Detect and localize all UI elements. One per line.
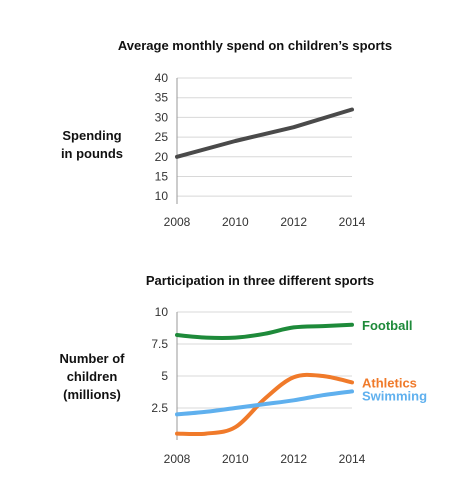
legend-swimming: Swimming xyxy=(362,388,427,403)
participation-chart: Participation in three different sports … xyxy=(60,273,428,466)
x-tick-label: 2008 xyxy=(164,215,191,229)
x-tick-label: 2008 xyxy=(164,452,191,466)
spending-y-ticks: 10 15 20 25 30 35 40 xyxy=(155,71,169,203)
spending-x-ticks: 2008 2010 2012 2014 xyxy=(164,215,366,229)
spending-chart-title: Average monthly spend on children’s spor… xyxy=(118,38,392,53)
y-tick-label: 5 xyxy=(161,369,168,383)
swimming-line xyxy=(175,389,354,417)
legend-football: Football xyxy=(362,318,413,333)
participation-x-ticks: 2008 2010 2012 2014 xyxy=(164,452,366,466)
y-tick-label: 7.5 xyxy=(151,337,168,351)
y-tick-label: 10 xyxy=(155,189,169,203)
spending-series xyxy=(175,107,354,159)
x-tick-label: 2012 xyxy=(280,215,307,229)
x-tick-label: 2014 xyxy=(339,215,366,229)
y-tick-label: 2.5 xyxy=(151,401,168,415)
x-tick-label: 2010 xyxy=(222,215,249,229)
x-tick-label: 2010 xyxy=(222,452,249,466)
athletics-line xyxy=(175,372,354,437)
football-line xyxy=(175,322,354,340)
spending-gridlines xyxy=(177,77,352,197)
spending-chart: Average monthly spend on children’s spor… xyxy=(61,38,392,229)
spending-y-label-line-1: Spending xyxy=(62,128,121,143)
participation-y-ticks: 2.5 5 7.5 10 xyxy=(151,305,168,415)
y-tick-label: 25 xyxy=(155,130,169,144)
y-tick-label: 20 xyxy=(155,150,169,164)
x-tick-label: 2014 xyxy=(339,452,366,466)
y-tick-label: 40 xyxy=(155,71,169,85)
participation-y-label-line-2: children xyxy=(67,369,118,384)
participation-series xyxy=(175,322,354,437)
y-tick-label: 15 xyxy=(155,169,169,183)
y-tick-label: 10 xyxy=(155,305,169,319)
legend-athletics: Athletics xyxy=(362,375,417,390)
participation-y-label-line-1: Number of xyxy=(60,351,126,366)
y-tick-label: 30 xyxy=(155,110,169,124)
spending-y-label-line-2: in pounds xyxy=(61,146,123,161)
spending-line xyxy=(175,107,354,159)
participation-chart-title: Participation in three different sports xyxy=(146,273,374,288)
participation-y-label-line-3: (millions) xyxy=(63,387,121,402)
y-tick-label: 35 xyxy=(155,91,169,105)
x-tick-label: 2012 xyxy=(280,452,307,466)
